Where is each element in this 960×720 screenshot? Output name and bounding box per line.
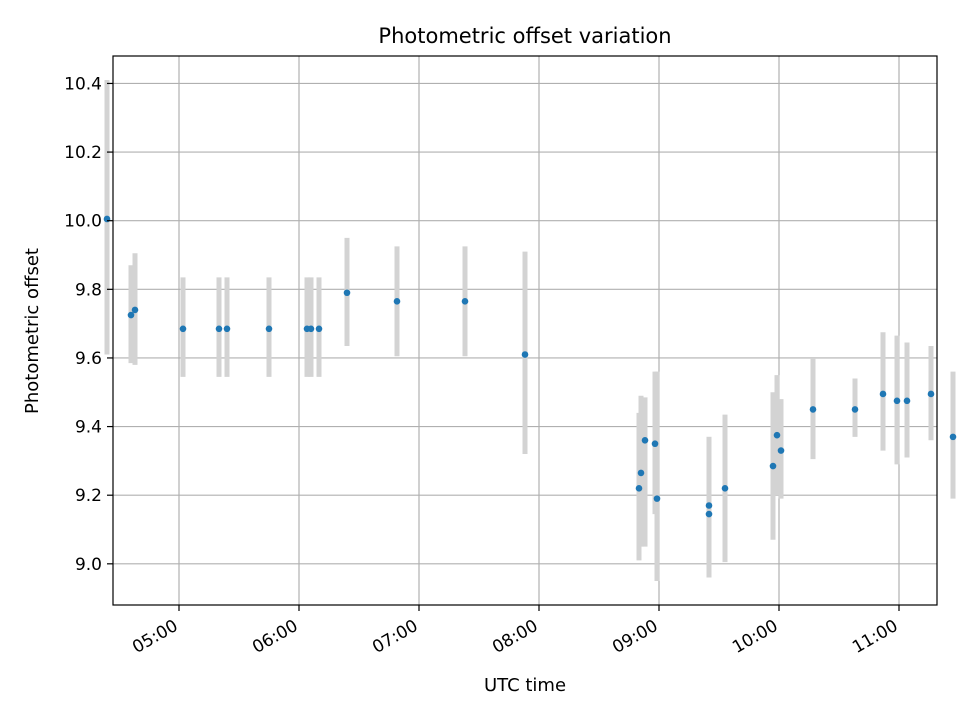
chart-title: Photometric offset variation: [378, 24, 671, 48]
y-tick-label: 9.8: [75, 280, 102, 300]
data-point: [809, 406, 817, 413]
data-point: [705, 510, 713, 518]
data-point: [343, 289, 351, 297]
data-point: [903, 397, 911, 405]
data-point: [635, 485, 643, 492]
data-point: [265, 325, 273, 333]
y-tick-label: 9.4: [75, 418, 102, 438]
data-point: [461, 298, 469, 305]
data-point: [641, 437, 649, 444]
data-point: [777, 447, 785, 454]
y-tick-label: 10.0: [64, 212, 102, 232]
data-point: [893, 397, 901, 405]
grid: [113, 56, 937, 605]
data-point: [879, 390, 887, 398]
data-point: [653, 495, 661, 502]
data-point: [651, 440, 659, 448]
y-tick-label: 10.2: [64, 143, 102, 163]
y-tick-label: 9.0: [75, 555, 102, 575]
data-point: [773, 431, 781, 439]
data-point: [769, 462, 777, 470]
y-tick-label: 9.6: [75, 349, 102, 369]
data-point: [927, 390, 935, 398]
data-point: [637, 469, 645, 477]
data-point: [179, 325, 187, 333]
data-point: [131, 306, 139, 314]
y-axis-label: Photometric offset: [22, 248, 43, 414]
y-tick-label: 10.4: [64, 74, 102, 94]
data-point: [949, 433, 957, 441]
y-tick-label: 9.2: [75, 486, 102, 506]
data-point: [315, 325, 323, 333]
data-point: [307, 325, 315, 333]
data-point: [721, 485, 729, 492]
y-axis-ticks: 9.0 9.2 9.4 9.6 9.8 10.0 10.2 10.4: [64, 74, 113, 575]
data-point: [127, 311, 135, 319]
data-points: [103, 215, 957, 518]
x-axis-label: UTC time: [484, 675, 566, 696]
data-point: [851, 406, 859, 413]
data-point: [215, 325, 223, 333]
plot-frame: [112, 55, 938, 606]
data-point: [223, 325, 231, 333]
data-point: [705, 502, 713, 509]
data-point: [393, 298, 401, 305]
data-point: [521, 351, 529, 358]
